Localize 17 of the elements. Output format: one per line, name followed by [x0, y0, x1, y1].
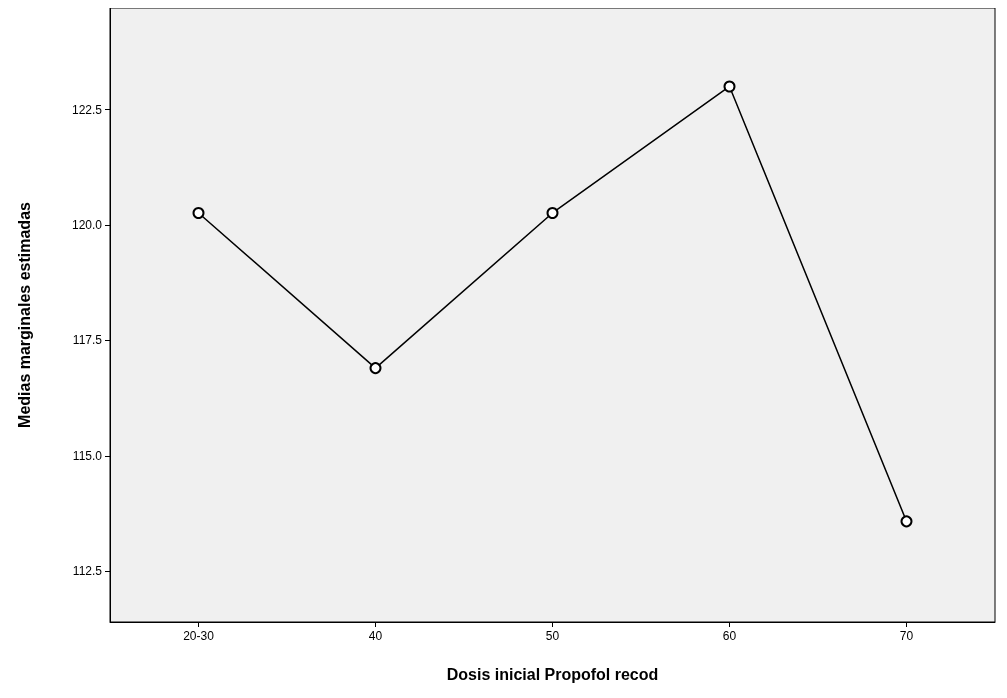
x-tick-label: 40: [368, 629, 383, 643]
point: [192, 206, 205, 219]
point: [723, 80, 736, 93]
y-tick-label: 112.5: [72, 564, 103, 579]
y-tick-label: 122.5: [71, 102, 103, 117]
x-tick-label: 70: [899, 629, 914, 643]
point: [546, 206, 559, 219]
point: [369, 362, 382, 375]
y-axis-title: Medias marginales estimadas: [15, 201, 33, 428]
x-axis-title: Dosis inicial Propofol recod: [446, 665, 659, 683]
x-tick-label: 50: [545, 629, 560, 643]
x-tick-label: 60: [722, 629, 737, 643]
y-tick-label: 115.0: [72, 448, 103, 463]
y-tick-label: 120.0: [71, 217, 103, 232]
x-tick-label: 20-30: [183, 629, 215, 643]
point: [900, 515, 913, 528]
y-tick-label: 117.5: [72, 333, 103, 348]
